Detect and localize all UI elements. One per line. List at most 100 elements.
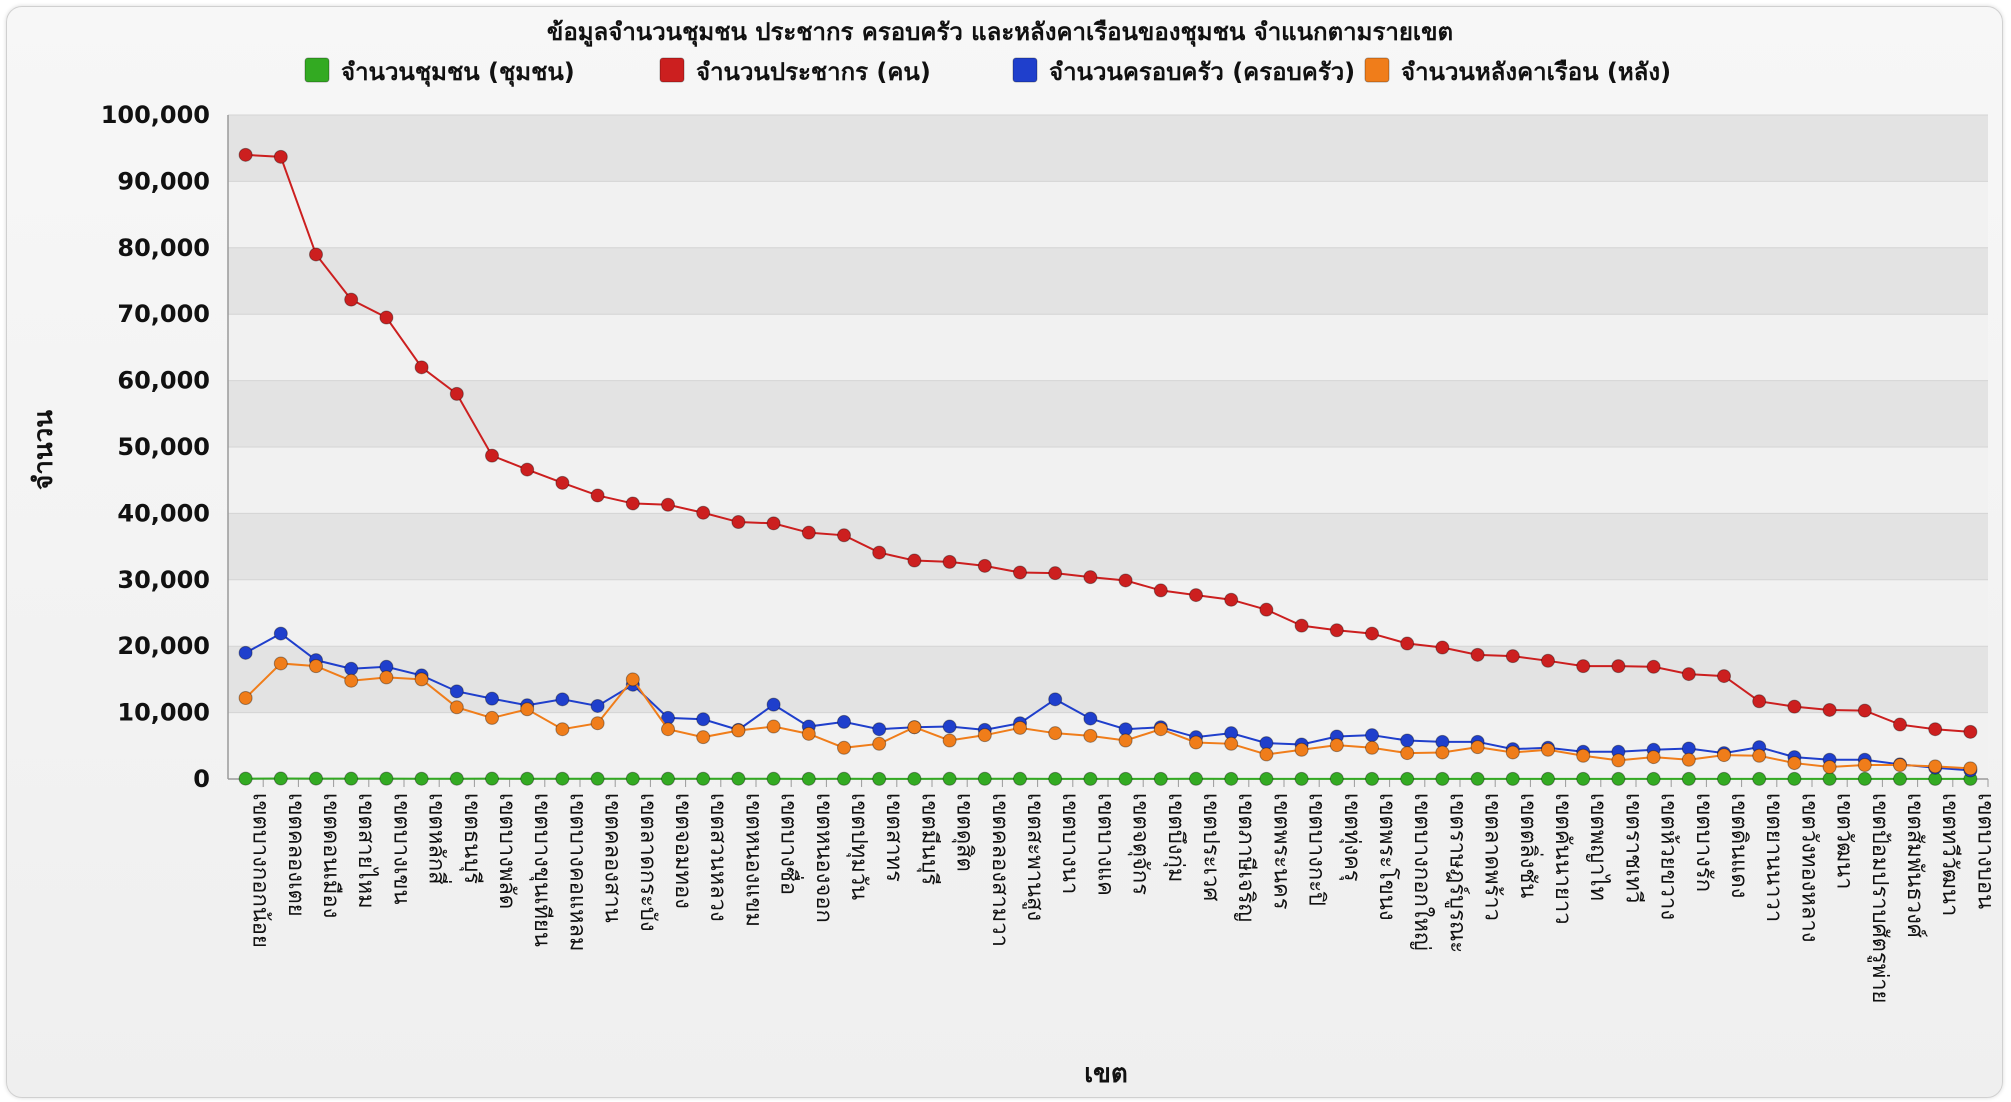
data-point[interactable] — [1822, 702, 1837, 717]
data-point[interactable] — [1576, 659, 1591, 674]
data-point[interactable] — [1752, 748, 1767, 763]
data-point[interactable] — [1083, 711, 1098, 726]
data-point[interactable] — [1787, 771, 1802, 786]
data-point[interactable] — [837, 528, 851, 543]
data-point[interactable] — [520, 702, 535, 717]
data-point[interactable] — [801, 525, 816, 540]
data-point[interactable] — [1681, 752, 1696, 767]
data-point[interactable] — [766, 516, 781, 531]
data-point[interactable] — [1435, 640, 1450, 655]
data-point[interactable] — [1611, 771, 1626, 786]
data-point[interactable] — [872, 722, 887, 737]
data-point[interactable] — [1189, 735, 1203, 750]
data-point[interactable] — [449, 386, 464, 401]
data-point[interactable] — [309, 247, 323, 262]
data-point[interactable] — [590, 488, 605, 503]
data-point[interactable] — [1365, 626, 1379, 641]
data-point[interactable] — [590, 698, 605, 713]
data-point[interactable] — [1717, 748, 1731, 763]
data-point[interactable] — [661, 722, 675, 737]
data-point[interactable] — [661, 497, 675, 512]
data-point[interactable] — [872, 736, 887, 751]
data-point[interactable] — [1822, 771, 1837, 786]
data-point[interactable] — [379, 310, 394, 325]
data-point[interactable] — [238, 147, 253, 162]
data-point[interactable] — [696, 730, 711, 745]
data-point[interactable] — [1048, 566, 1063, 581]
data-point[interactable] — [766, 719, 781, 734]
data-point[interactable] — [520, 462, 535, 477]
data-point[interactable] — [1681, 667, 1696, 682]
data-point[interactable] — [1118, 573, 1133, 588]
data-point[interactable] — [1294, 771, 1309, 786]
data-point[interactable] — [1435, 745, 1450, 760]
legend-item[interactable]: จำนวนครอบครัว (ครอบครัว) — [1012, 57, 1355, 86]
data-point[interactable] — [1857, 758, 1872, 773]
data-point[interactable] — [837, 714, 851, 729]
data-point[interactable] — [1365, 771, 1379, 786]
data-point[interactable] — [1435, 771, 1450, 786]
data-point[interactable] — [555, 692, 570, 707]
data-point[interactable] — [1153, 583, 1168, 598]
data-point[interactable] — [344, 673, 359, 688]
data-point[interactable] — [1365, 740, 1379, 755]
data-point[interactable] — [273, 656, 288, 671]
data-point[interactable] — [625, 672, 640, 687]
data-point[interactable] — [1541, 742, 1555, 757]
data-point[interactable] — [977, 771, 992, 786]
data-point[interactable] — [837, 771, 851, 786]
data-point[interactable] — [1576, 748, 1591, 763]
data-point[interactable] — [1083, 728, 1098, 743]
data-point[interactable] — [801, 726, 816, 741]
data-point[interactable] — [1259, 747, 1274, 762]
data-point[interactable] — [942, 771, 957, 786]
data-point[interactable] — [485, 691, 499, 706]
data-point[interactable] — [696, 505, 711, 520]
data-point[interactable] — [977, 728, 992, 743]
data-point[interactable] — [661, 771, 675, 786]
data-point[interactable] — [1646, 750, 1661, 765]
data-point[interactable] — [1893, 771, 1907, 786]
data-point[interactable] — [1013, 720, 1027, 735]
data-point[interactable] — [801, 771, 816, 786]
legend-item[interactable]: จำนวนชุมชน (ชุมชน) — [304, 57, 575, 88]
data-point[interactable] — [1400, 636, 1415, 651]
data-point[interactable] — [731, 723, 746, 738]
data-point[interactable] — [1893, 758, 1907, 773]
data-point[interactable] — [344, 661, 359, 676]
data-point[interactable] — [1576, 771, 1591, 786]
data-point[interactable] — [273, 149, 288, 164]
data-point[interactable] — [1224, 592, 1239, 607]
data-point[interactable] — [766, 697, 781, 712]
data-point[interactable] — [1857, 771, 1872, 786]
data-point[interactable] — [1928, 759, 1943, 774]
legend-item[interactable]: จำนวนประชากร (คน) — [659, 57, 931, 86]
data-point[interactable] — [942, 733, 957, 748]
data-point[interactable] — [1611, 659, 1626, 674]
data-point[interactable] — [872, 771, 887, 786]
legend-item[interactable]: จำนวนหลังคาเรือน (หลัง) — [1364, 57, 1671, 86]
data-point[interactable] — [1963, 724, 1978, 739]
data-point[interactable] — [1153, 722, 1168, 737]
data-point[interactable] — [1752, 771, 1767, 786]
data-point[interactable] — [449, 700, 464, 715]
data-point[interactable] — [1857, 703, 1872, 718]
data-point[interactable] — [1259, 602, 1274, 617]
data-point[interactable] — [1048, 771, 1063, 786]
data-point[interactable] — [977, 558, 992, 573]
data-point[interactable] — [696, 712, 711, 727]
data-point[interactable] — [1048, 726, 1063, 741]
data-point[interactable] — [1470, 740, 1485, 755]
data-point[interactable] — [238, 690, 253, 705]
data-point[interactable] — [555, 475, 570, 490]
data-point[interactable] — [1189, 588, 1203, 603]
data-point[interactable] — [1505, 771, 1520, 786]
data-point[interactable] — [1717, 669, 1731, 684]
data-point[interactable] — [449, 684, 464, 699]
data-point[interactable] — [907, 771, 922, 786]
data-point[interactable] — [238, 771, 253, 786]
data-point[interactable] — [1787, 699, 1802, 714]
data-point[interactable] — [1013, 771, 1027, 786]
data-point[interactable] — [1541, 771, 1555, 786]
data-point[interactable] — [1505, 649, 1520, 664]
